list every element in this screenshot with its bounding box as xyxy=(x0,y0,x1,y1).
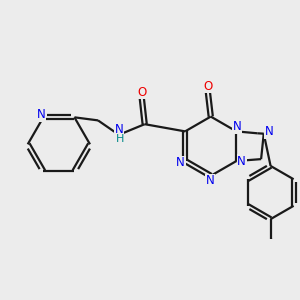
Text: N: N xyxy=(206,174,214,187)
Text: N: N xyxy=(233,120,242,133)
Text: O: O xyxy=(137,86,146,99)
Text: N: N xyxy=(176,156,185,170)
Text: N: N xyxy=(237,154,246,167)
Text: N: N xyxy=(265,125,273,138)
Text: O: O xyxy=(203,80,212,93)
Text: N: N xyxy=(115,123,123,136)
Text: N: N xyxy=(37,108,46,121)
Text: H: H xyxy=(116,134,124,144)
